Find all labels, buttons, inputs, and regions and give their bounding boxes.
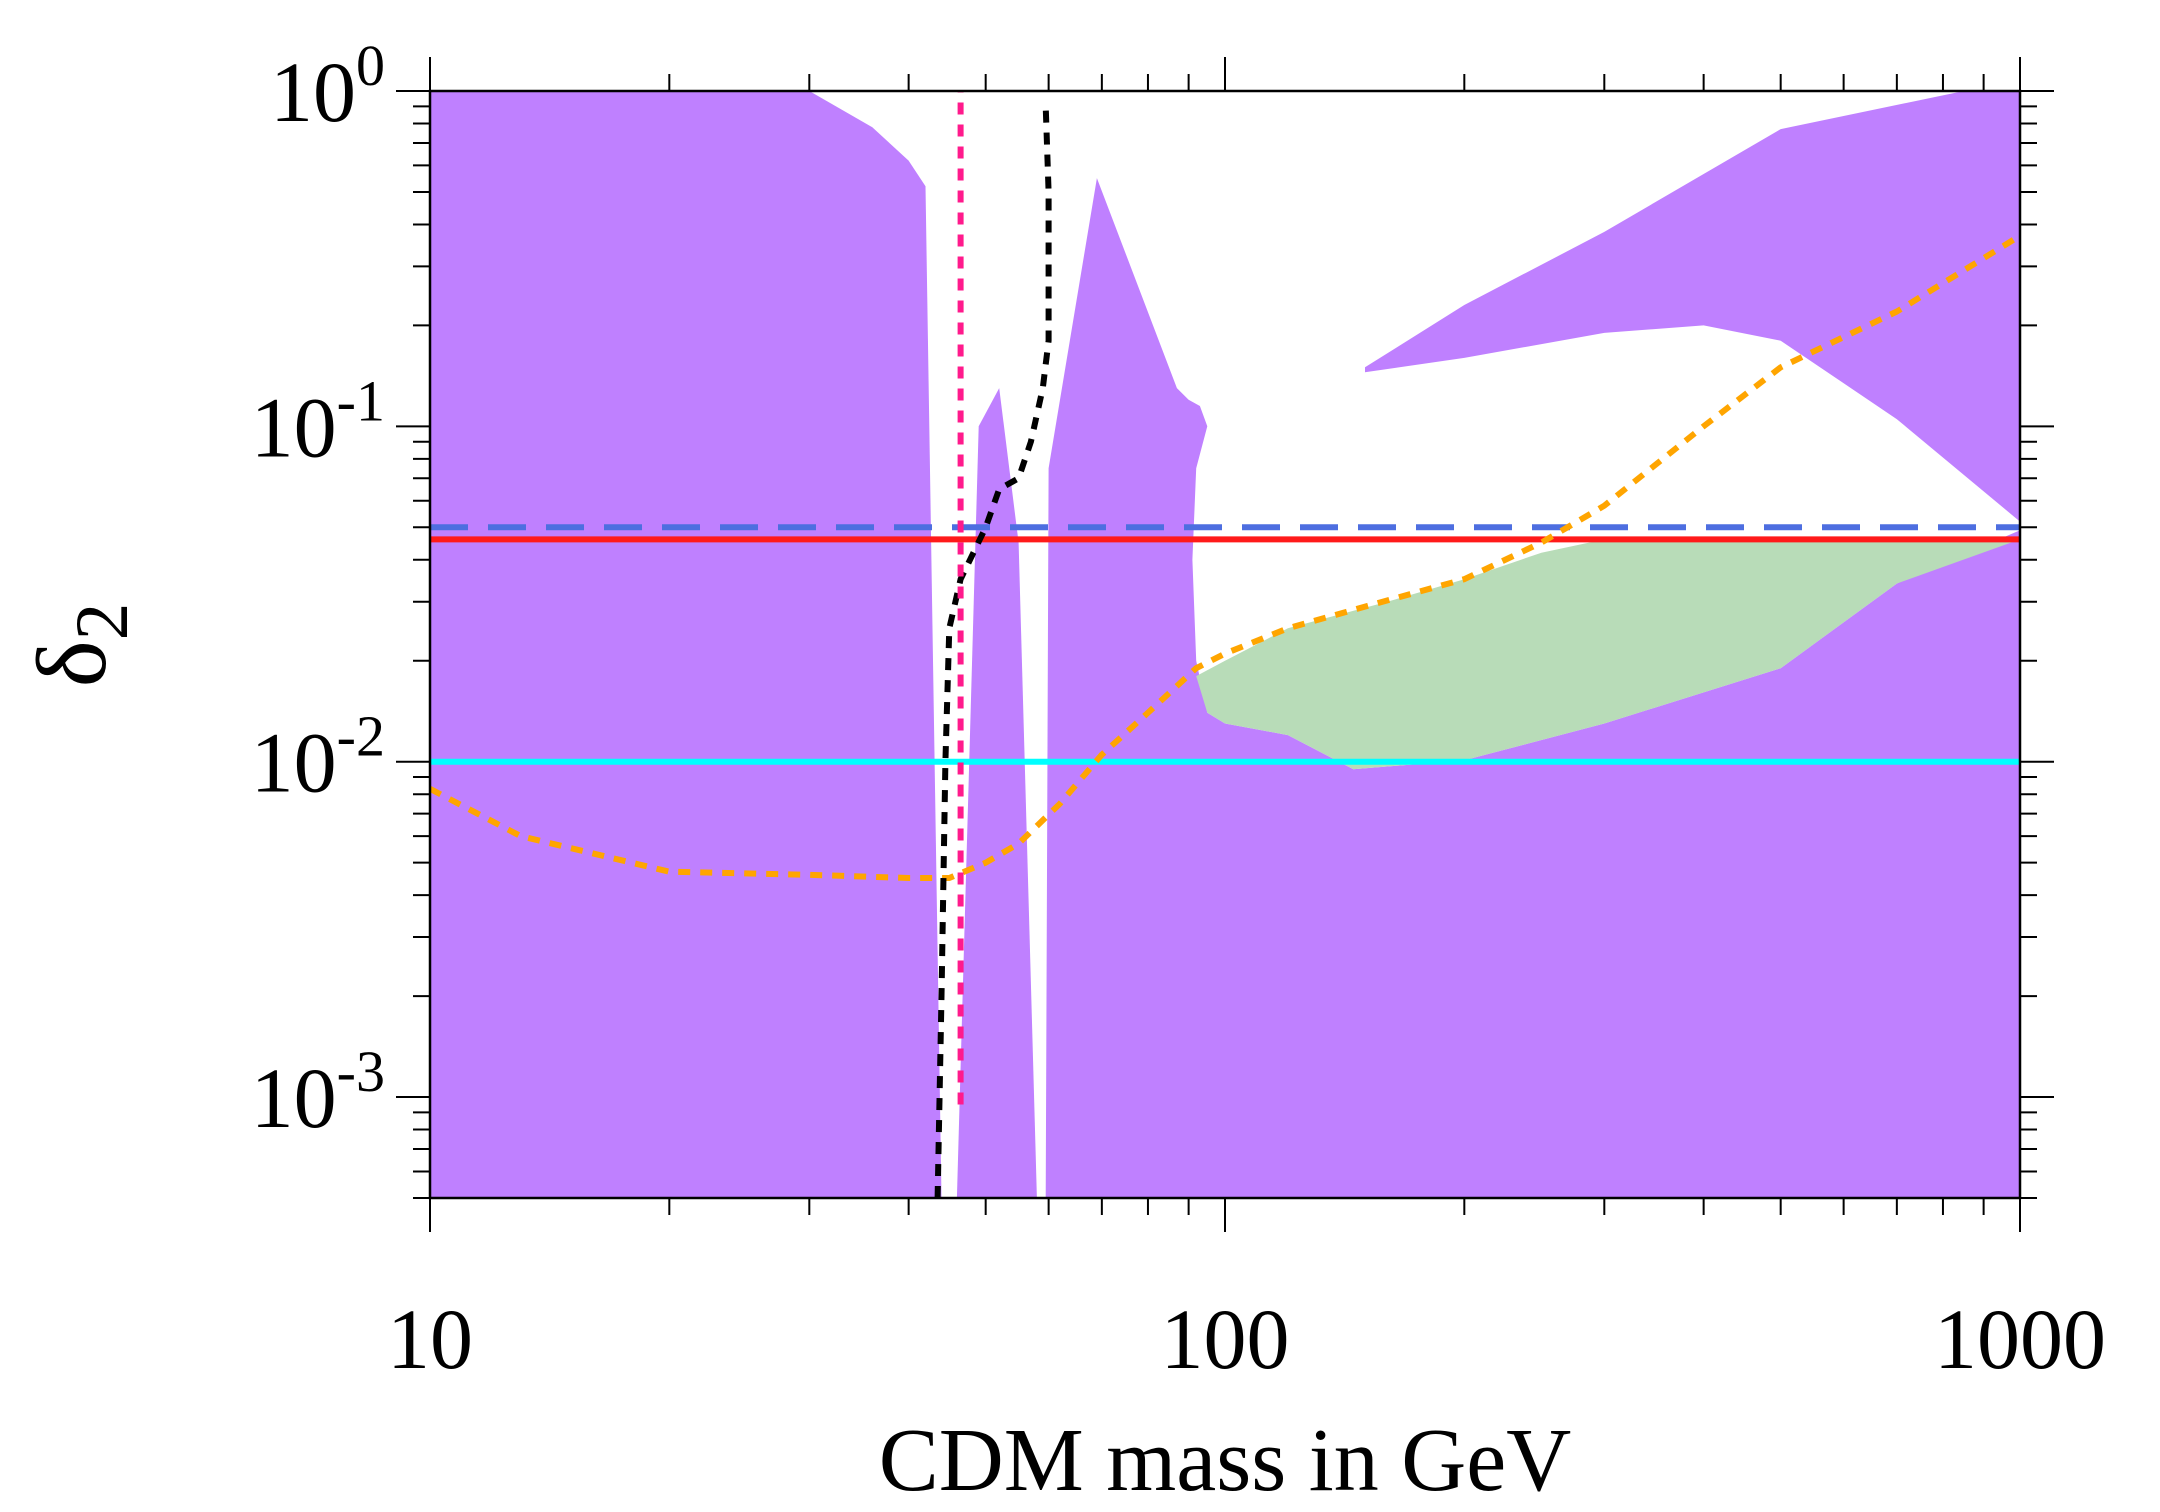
y-tick-label: 100 bbox=[270, 33, 385, 140]
y-tick-label-base: 10 bbox=[251, 1050, 337, 1146]
x-tick-label: 1000 bbox=[1934, 1291, 2106, 1387]
x-tick-label: 100 bbox=[1161, 1291, 1290, 1387]
x-tick-labels: 10 100 1000 bbox=[387, 1291, 2106, 1387]
region-excluded-left bbox=[430, 91, 942, 1198]
series bbox=[430, 91, 2020, 1198]
y-tick-label-base: 10 bbox=[270, 44, 356, 140]
y-tick-label-exponent: -3 bbox=[337, 1039, 385, 1104]
y-tick-label: 10-3 bbox=[251, 1039, 385, 1146]
x-axis-title: CDM mass in GeV bbox=[879, 1411, 1572, 1510]
y-tick-label-base: 10 bbox=[251, 379, 337, 475]
region-allowed-green bbox=[1196, 539, 2020, 770]
y-tick-label-base: 10 bbox=[251, 715, 337, 811]
y-tick-label-exponent: -2 bbox=[337, 704, 385, 769]
y-tick-label: 10-1 bbox=[251, 368, 385, 475]
y-tick-label: 10-2 bbox=[251, 704, 385, 811]
y-tick-label-exponent: 0 bbox=[356, 33, 385, 98]
region-excluded-main bbox=[1045, 91, 2020, 1198]
series-orange-dotted bbox=[430, 233, 2020, 881]
region-excluded-center-left bbox=[956, 388, 1037, 1198]
series-black-dotted bbox=[934, 106, 1052, 1198]
y-axis-title-sub: 2 bbox=[61, 603, 144, 641]
plot-area bbox=[430, 91, 2020, 1198]
x-tick-label: 10 bbox=[387, 1291, 473, 1387]
ticks bbox=[396, 57, 2054, 1232]
regions bbox=[430, 91, 2020, 1198]
y-axis-title: δ2 bbox=[16, 603, 144, 688]
svg-text:δ2: δ2 bbox=[16, 603, 144, 688]
y-axis-title-base: δ bbox=[16, 640, 127, 687]
y-tick-label-exponent: -1 bbox=[337, 368, 385, 433]
